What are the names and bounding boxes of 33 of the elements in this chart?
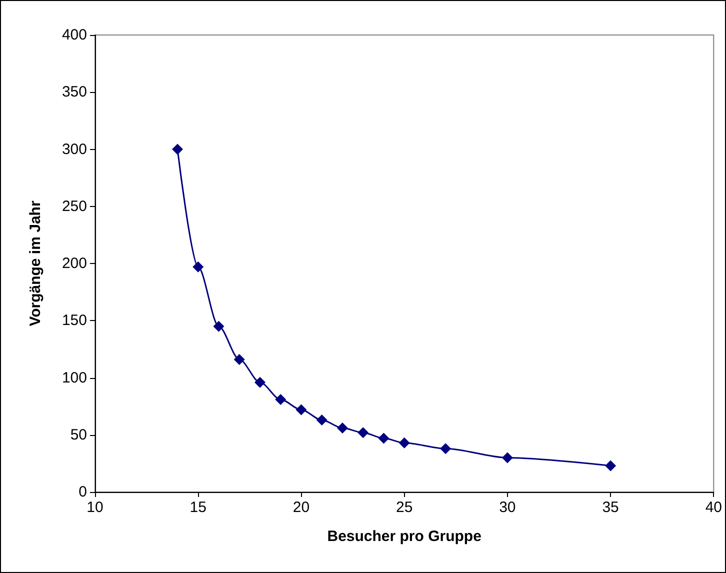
- x-tick-label: 25: [396, 499, 413, 516]
- point: [213, 320, 224, 332]
- point: [440, 443, 452, 454]
- y-tick-label: 100: [62, 369, 87, 386]
- x-tick-label: 10: [86, 499, 104, 516]
- point: [192, 261, 204, 272]
- point: [254, 376, 266, 388]
- point: [234, 354, 245, 365]
- y-tick-label: 200: [62, 255, 87, 272]
- x-tick-label: 20: [292, 499, 310, 516]
- point: [502, 452, 513, 464]
- y-tick-label: 150: [62, 312, 87, 330]
- y-axis-title: Vorgänge im Jahr: [27, 200, 44, 326]
- y-tick-label: 250: [62, 198, 87, 215]
- x-tick-label: 30: [499, 499, 516, 516]
- y-tick-label: 400: [62, 26, 87, 44]
- point: [316, 414, 328, 426]
- x-axis-title: Besucher pro Gruppe: [327, 528, 482, 545]
- y-tick-label: 0: [78, 484, 87, 500]
- x-tick-label: 35: [602, 499, 619, 516]
- point: [296, 404, 307, 416]
- point: [275, 394, 286, 405]
- point: [172, 144, 183, 155]
- y-tick-label: 300: [62, 140, 87, 158]
- point: [358, 427, 369, 438]
- x-tick-label: 40: [705, 499, 722, 516]
- y-tick-label: 50: [70, 426, 87, 444]
- x-tick-label: 15: [190, 499, 206, 516]
- point: [398, 437, 410, 448]
- point: [336, 422, 348, 434]
- point: [378, 432, 390, 444]
- point: [605, 460, 616, 472]
- y-tick-label: 350: [62, 84, 87, 101]
